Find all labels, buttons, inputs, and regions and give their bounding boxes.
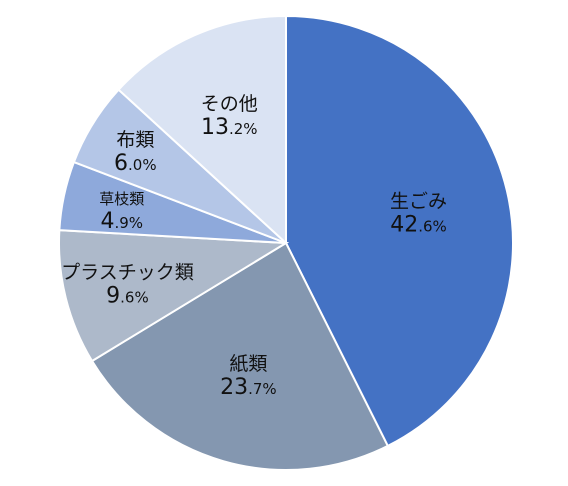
data-labels: 生ごみ42.6%紙類23.7%プラスチック類9.6%草枝類4.9%布類6.0%そ… [61,93,447,400]
slice-name-label: 草枝類 [99,190,144,208]
slice-name-label: 生ごみ [390,191,447,213]
slice-name-label: プラスチック類 [61,262,194,284]
slice-value-major: 13 [201,115,229,140]
pie-slice [117,14,287,246]
slice-value-label: 6.0% [114,151,157,176]
slice-value-label: 9.6% [106,284,149,309]
slice-value-minor: .7% [248,380,277,398]
slice-value-minor: .2% [229,120,258,138]
slice-value-label: 42.6% [390,213,447,238]
pie-slice [285,14,514,448]
slice-value-major: 42 [390,213,418,238]
slice-name-label: 布類 [116,129,154,151]
slice-name-label: その他 [201,93,258,115]
pie-slice [90,241,390,471]
slice-value-minor: .0% [128,156,157,174]
slice-value-label: 4.9% [100,209,143,234]
slice-label: 布類6.0% [114,129,157,176]
slice-value-major: 4 [100,209,114,234]
slice-value-major: 9 [106,284,120,309]
slice-value-major: 6 [114,151,128,176]
slice-value-minor: .6% [418,218,447,236]
pie-slice [58,229,290,363]
slice-value-minor: .9% [114,214,143,232]
pie-slices [58,14,514,471]
slice-value-label: 13.2% [201,115,258,140]
slice-value-minor: .6% [120,289,149,307]
slice-value-major: 23 [220,375,248,400]
slice-name-label: 紙類 [229,353,267,375]
slice-value-label: 23.7% [220,375,277,400]
